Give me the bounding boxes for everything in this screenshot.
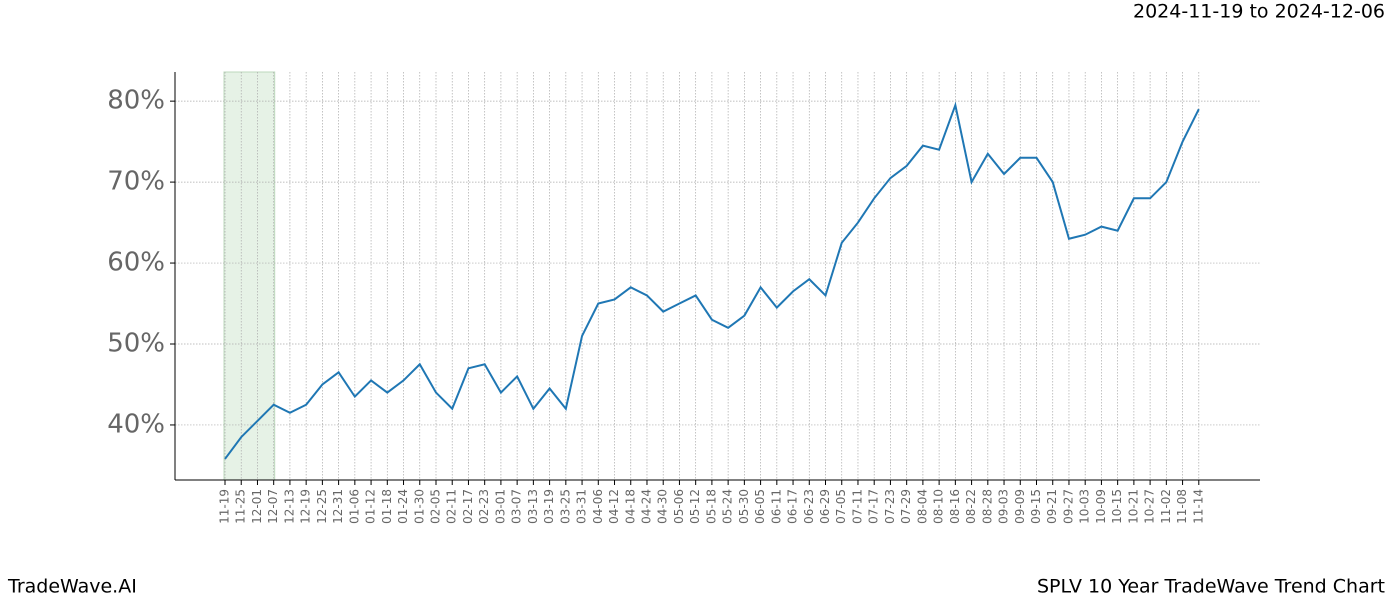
y-tick-label: 40% — [107, 409, 165, 439]
x-tick-label: 12-13 — [282, 489, 296, 524]
x-tick-label: 02-11 — [445, 489, 459, 524]
x-tick-label: 09-09 — [1013, 489, 1027, 524]
x-tick-label: 01-18 — [380, 489, 394, 524]
x-tick-label: 08-28 — [980, 489, 994, 524]
y-tick-label: 70% — [107, 167, 165, 197]
x-tick-label: 10-09 — [1094, 489, 1108, 524]
x-tick-label: 08-16 — [948, 489, 962, 524]
x-tick-label: 01-24 — [396, 489, 410, 524]
x-tick-label: 10-21 — [1126, 489, 1140, 524]
x-tick-label: 11-19 — [218, 489, 232, 524]
x-tick-label: 06-11 — [769, 489, 783, 524]
x-tick-label: 05-12 — [688, 489, 702, 524]
x-tick-label: 11-08 — [1175, 489, 1189, 524]
x-tick-label: 12-01 — [250, 489, 264, 524]
x-tick-label: 05-30 — [737, 489, 751, 524]
y-tick-label: 50% — [107, 329, 165, 359]
x-tick-label: 07-05 — [834, 489, 848, 524]
x-tick-label: 10-27 — [1143, 489, 1157, 524]
x-tick-label: 08-04 — [915, 489, 929, 524]
x-tick-label: 04-06 — [591, 489, 605, 524]
highlight-span — [223, 71, 276, 481]
x-tick-label: 12-25 — [315, 489, 329, 524]
x-tick-label: 07-29 — [899, 489, 913, 524]
x-tick-label: 09-27 — [1061, 489, 1075, 524]
x-tick-label: 05-18 — [704, 489, 718, 524]
x-tick-label: 05-06 — [672, 489, 686, 524]
x-tick-label: 06-17 — [786, 489, 800, 524]
x-tick-label: 08-10 — [932, 489, 946, 524]
x-tick-label: 01-12 — [364, 489, 378, 524]
x-tick-label: 06-29 — [818, 489, 832, 524]
x-tick-label: 04-12 — [607, 489, 621, 524]
x-tick-label: 04-30 — [656, 489, 670, 524]
chart-subtitle: 2024-11-19 to 2024-12-06 — [1133, 1, 1385, 23]
x-tick-label: 07-23 — [883, 489, 897, 524]
x-tick-label: 02-23 — [477, 489, 491, 524]
y-tick-label: 60% — [107, 248, 165, 278]
x-tick-label: 01-30 — [412, 489, 426, 524]
x-tick-label: 11-02 — [1159, 489, 1173, 524]
x-tick-label: 03-01 — [493, 489, 507, 524]
x-tick-label: 03-19 — [542, 489, 556, 524]
x-tick-label: 11-14 — [1191, 489, 1205, 524]
x-tick-label: 07-11 — [850, 489, 864, 524]
x-tick-label: 03-31 — [575, 489, 589, 524]
x-tick-label: 04-18 — [623, 489, 637, 524]
x-tick-label: 07-17 — [867, 489, 881, 524]
brand: TradeWave.AI — [7, 576, 137, 598]
x-tick-label: 02-17 — [461, 489, 475, 524]
x-tick-label: 03-25 — [558, 489, 572, 524]
x-tick-label: 02-05 — [428, 489, 442, 524]
x-tick-label: 04-24 — [639, 489, 653, 524]
x-tick-label: 05-24 — [721, 489, 735, 524]
x-tick-label: 12-31 — [331, 489, 345, 524]
x-tick-label: 12-19 — [299, 489, 313, 524]
x-tick-label: 11-25 — [234, 489, 248, 524]
x-tick-label: 09-03 — [997, 489, 1011, 524]
x-tick-label: 10-15 — [1110, 489, 1124, 524]
x-tick-label: 12-07 — [266, 489, 280, 524]
x-tick-label: 06-05 — [753, 489, 767, 524]
chart-title: SPLV 10 Year TradeWave Trend Chart — [1037, 576, 1385, 598]
trend-line — [224, 101, 1200, 460]
x-tick-label: 01-06 — [347, 489, 361, 524]
y-tick-label: 80% — [107, 86, 165, 116]
x-tick-label: 09-21 — [1045, 489, 1059, 524]
x-tick-label: 03-13 — [526, 489, 540, 524]
x-tick-label: 03-07 — [510, 489, 524, 524]
x-tick-label: 10-03 — [1078, 489, 1092, 524]
x-tick-label: 09-15 — [1029, 489, 1043, 524]
x-tick-label: 06-23 — [802, 489, 816, 524]
x-tick-label: 08-22 — [964, 489, 978, 524]
